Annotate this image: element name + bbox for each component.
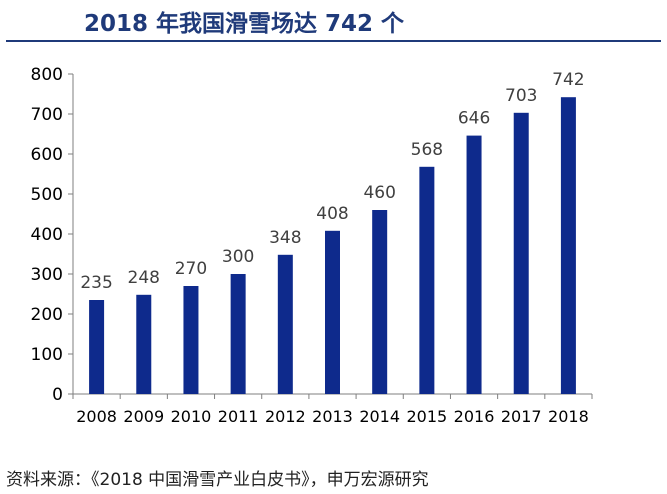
y-tick-label: 0 <box>52 385 63 405</box>
x-tick-label: 2012 <box>265 407 306 426</box>
bar <box>560 97 576 394</box>
data-label: 646 <box>458 109 490 129</box>
data-label: 408 <box>316 204 348 224</box>
x-tick-label: 2009 <box>123 407 164 426</box>
data-label: 348 <box>269 228 301 248</box>
bar <box>325 230 340 394</box>
y-tick-label: 700 <box>31 105 63 125</box>
bar <box>277 254 293 394</box>
bar <box>466 135 482 394</box>
x-tick-label: 2016 <box>454 407 495 426</box>
x-tick-label: 2011 <box>218 407 259 426</box>
data-label: 742 <box>552 70 584 90</box>
bar <box>513 112 529 395</box>
source-note: 资料来源：《2018 中国滑雪产业白皮书》，申万宏源研究 <box>6 470 429 490</box>
chart-title-bar: 2018 年我国滑雪场达 742 个 <box>0 0 667 42</box>
bar <box>136 294 152 394</box>
data-label: 270 <box>175 259 207 279</box>
chart-title: 2018 年我国滑雪场达 742 个 <box>84 11 405 37</box>
data-label: 235 <box>80 273 112 293</box>
bar <box>89 300 105 394</box>
x-tick-label: 2017 <box>501 407 542 426</box>
y-tick-label: 100 <box>31 345 63 365</box>
x-tick-label: 2008 <box>76 407 117 426</box>
y-tick-label: 800 <box>31 65 63 85</box>
data-label: 460 <box>363 183 395 203</box>
data-label: 300 <box>222 247 254 267</box>
y-tick-label: 400 <box>31 225 63 245</box>
bar <box>183 286 199 394</box>
x-tick-label: 2014 <box>359 407 400 426</box>
bar <box>230 274 246 394</box>
y-tick-label: 300 <box>31 265 63 285</box>
x-tick-label: 2010 <box>171 407 212 426</box>
bar <box>419 166 435 394</box>
y-tick-label: 600 <box>31 145 63 165</box>
y-tick-label: 500 <box>31 185 63 205</box>
data-label: 703 <box>505 86 537 106</box>
x-tick-label: 2015 <box>407 407 448 426</box>
bar <box>372 210 388 394</box>
data-label: 248 <box>128 268 160 288</box>
y-tick-label: 200 <box>31 305 63 325</box>
x-tick-label: 2018 <box>548 407 589 426</box>
x-tick-label: 2013 <box>312 407 353 426</box>
title-divider <box>6 40 661 42</box>
data-label: 568 <box>411 140 443 160</box>
